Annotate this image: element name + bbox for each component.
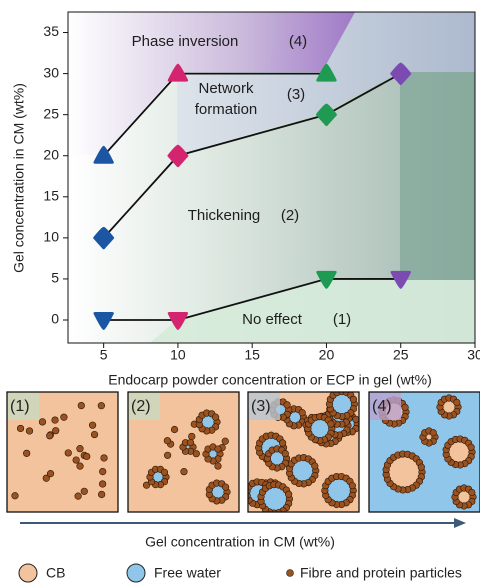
y-tick-label: 15: [43, 188, 59, 204]
panel-label: (3): [251, 398, 271, 415]
particle: [279, 440, 286, 447]
particle: [46, 432, 53, 439]
particle: [52, 417, 59, 424]
x-tick-label: 10: [170, 347, 186, 363]
particle: [222, 484, 229, 491]
legend-swatch: [127, 564, 145, 582]
particle: [47, 470, 54, 477]
particle: [12, 492, 19, 499]
panel-label: (1): [10, 398, 30, 415]
region-label: (4): [289, 33, 307, 50]
x-tick-label: 20: [319, 347, 335, 363]
particle: [23, 450, 30, 457]
region-label: (1): [333, 311, 351, 328]
y-tick-label: 35: [43, 23, 59, 39]
particle: [98, 402, 105, 409]
particle: [328, 421, 335, 428]
region-label: Phase inversion: [132, 33, 239, 50]
particle: [299, 409, 306, 416]
particle: [215, 463, 222, 470]
arrow-label: Gel concentration in CM (wt%): [145, 534, 335, 550]
figure: Gel concentration in CM (wt%) Endocarp p…: [0, 0, 480, 586]
legend-swatch: [287, 570, 294, 577]
particle: [77, 463, 84, 470]
legend-label: CB: [46, 565, 65, 581]
x-tick-label: 5: [100, 347, 108, 363]
particle: [83, 453, 90, 460]
particle: [402, 404, 409, 411]
y-tick-label: 20: [43, 146, 59, 162]
panel: (2): [128, 392, 239, 512]
particle: [81, 488, 88, 495]
y-tick-label: 10: [43, 229, 59, 245]
y-tick-label: 30: [43, 64, 59, 80]
x-tick-label: 30: [467, 347, 480, 363]
particle: [164, 452, 171, 459]
particle: [350, 396, 357, 403]
particle: [353, 416, 360, 423]
region-label: Network: [198, 80, 254, 97]
particle: [468, 444, 475, 451]
particle: [91, 431, 98, 438]
particle: [78, 402, 85, 409]
particle: [17, 425, 24, 432]
particle: [98, 491, 105, 498]
particle: [39, 419, 46, 426]
particle: [312, 463, 319, 470]
particle: [418, 464, 425, 471]
region-label: Thickening: [188, 207, 261, 224]
panel-label: (2): [131, 398, 151, 415]
arrow-head: [454, 518, 466, 528]
panel: (1): [7, 392, 118, 512]
particle: [161, 469, 168, 476]
x-tick-label: 15: [244, 347, 260, 363]
particle: [171, 426, 178, 433]
particle: [349, 482, 356, 489]
particle: [215, 446, 222, 453]
particle: [181, 468, 188, 475]
legend-swatch: [19, 564, 37, 582]
particle: [188, 433, 195, 440]
particle: [101, 455, 108, 462]
particle: [75, 493, 82, 500]
particle: [99, 481, 106, 488]
particle: [430, 429, 437, 436]
particle: [89, 422, 96, 429]
particle: [65, 450, 72, 457]
x-axis-label: Endocarp powder concentration or ECP in …: [108, 372, 431, 388]
particle: [77, 445, 84, 452]
y-axis-label: Gel concentration in CM (wt%): [11, 83, 27, 273]
legend-label: Fibre and protein particles: [300, 565, 462, 581]
panel: (3): [244, 388, 361, 516]
particle: [26, 428, 33, 435]
particle: [164, 437, 171, 444]
region-label: (2): [281, 207, 299, 224]
region-label: No effect: [242, 311, 303, 328]
particle: [61, 414, 68, 421]
particle: [187, 439, 194, 446]
particle: [285, 491, 292, 498]
y-tick-label: 25: [43, 105, 59, 121]
x-tick-label: 25: [393, 347, 409, 363]
particle: [453, 399, 460, 406]
particle: [52, 427, 59, 434]
y-tick-label: 5: [51, 270, 59, 286]
particle: [468, 489, 475, 496]
region-label: formation: [195, 101, 258, 118]
y-tick-label: 0: [51, 311, 59, 327]
particle: [212, 414, 219, 421]
particle: [282, 450, 289, 457]
particle: [284, 402, 291, 409]
region-label: (3): [287, 86, 305, 103]
panel: (4): [369, 392, 480, 512]
particle: [99, 468, 106, 475]
particle: [222, 438, 229, 445]
legend-label: Free water: [154, 565, 221, 581]
particle: [73, 457, 80, 464]
panel-label: (4): [372, 398, 392, 415]
